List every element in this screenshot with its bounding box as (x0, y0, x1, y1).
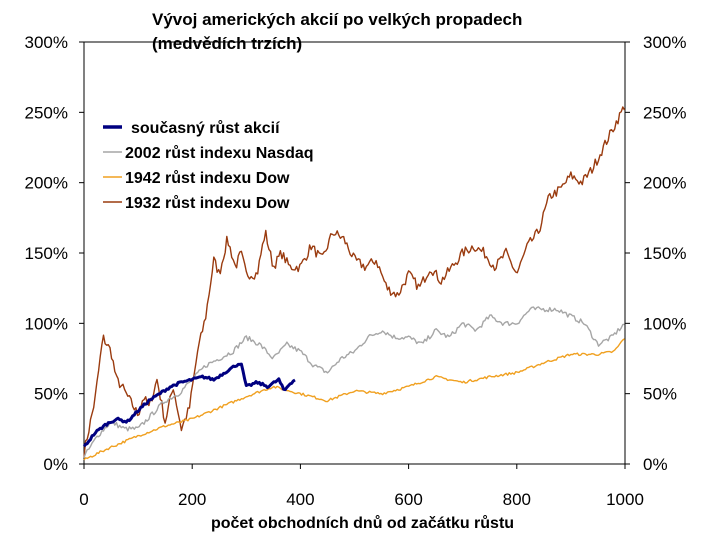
legend-label: současný růst akcií (131, 120, 280, 137)
y-axis-left: 0% 50% 100% 150% 200% 250% 300% (25, 33, 84, 474)
y-tick-label-left: 50% (34, 385, 68, 404)
x-tick-label: 400 (286, 490, 314, 509)
y-tick-label-left: 100% (25, 314, 68, 333)
chart-title: Vývoj amerických akcií po velkých propad… (152, 8, 632, 56)
y-tick-label-right: 300% (643, 33, 686, 52)
legend-label: 1932 růst indexu Dow (125, 195, 290, 212)
x-tick-label: 0 (79, 490, 88, 509)
y-tick-label-right: 50% (643, 385, 677, 404)
y-tick-label-left: 0% (43, 455, 68, 474)
y-tick-label-left: 150% (25, 244, 68, 263)
chart-title-line-1: Vývoj amerických akcií po velkých propad… (152, 10, 523, 29)
legend-label: 2002 růst indexu Nasdaq (125, 145, 314, 162)
y-tick-label-right: 100% (643, 314, 686, 333)
series-line (82, 362, 296, 448)
y-tick-label-left: 250% (25, 103, 68, 122)
legend: současný růst akcií 2002 růst indexu Nasd… (103, 120, 314, 212)
series-line (83, 106, 626, 458)
series-layer (82, 106, 626, 461)
y-tick-label-left: 300% (25, 33, 68, 52)
series-line (83, 338, 625, 461)
y-tick-label-left: 200% (25, 174, 68, 193)
x-tick-label: 200 (178, 490, 206, 509)
x-tick-label: 800 (503, 490, 531, 509)
series-line (83, 306, 625, 459)
x-axis: 0 200 400 600 800 1000 (79, 464, 644, 509)
x-tick-label: 600 (394, 490, 422, 509)
x-tick-label: 1000 (606, 490, 644, 509)
legend-label: 1942 růst indexu Dow (125, 170, 290, 187)
y-axis-right: 0% 50% 100% 150% 200% 250% 300% (625, 33, 686, 474)
y-tick-label-right: 250% (643, 103, 686, 122)
plot-frame (83, 41, 626, 465)
plot-area-border (83, 41, 626, 465)
y-tick-label-right: 0% (643, 455, 668, 474)
y-tick-label-right: 200% (643, 174, 686, 193)
x-axis-label: počet obchodních dnů od začátku růstu (210, 515, 515, 532)
y-tick-label-right: 150% (643, 244, 686, 263)
chart-title-line-2: (medvědích trzích) (152, 34, 303, 53)
